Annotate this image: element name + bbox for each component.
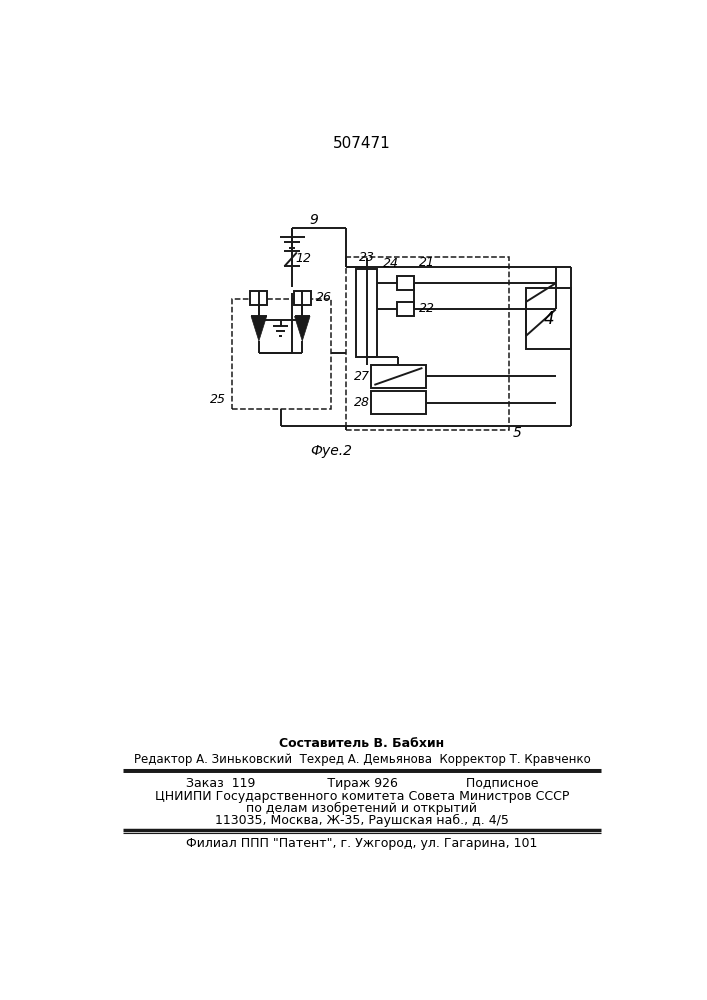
Text: 26: 26	[316, 291, 332, 304]
Bar	[526, 288, 571, 349]
Text: по делам изобретений и открытий: по делам изобретений и открытий	[247, 802, 477, 815]
Text: 22: 22	[419, 302, 435, 315]
Text: 12: 12	[295, 252, 311, 265]
Text: 24: 24	[383, 257, 399, 270]
Text: Филиал ППП "Патент", г. Ужгород, ул. Гагарина, 101: Филиал ППП "Патент", г. Ужгород, ул. Гаг…	[186, 837, 537, 850]
Text: 27: 27	[354, 370, 370, 383]
Polygon shape	[295, 316, 310, 341]
Text: 5: 5	[513, 426, 522, 440]
Bar	[397, 276, 414, 290]
Text: Заказ  119                  Тираж 926                 Подписное: Заказ 119 Тираж 926 Подписное	[186, 777, 538, 790]
Bar	[293, 291, 311, 305]
Text: 9: 9	[310, 213, 318, 227]
Bar	[250, 291, 267, 305]
Text: Редактор А. Зиньковский  Техред А. Демьянова  Корректор Т. Кравченко: Редактор А. Зиньковский Техред А. Демьян…	[134, 753, 590, 766]
Bar	[397, 302, 414, 316]
Text: 25: 25	[209, 393, 226, 406]
Text: 28: 28	[354, 396, 370, 409]
Bar	[356, 269, 378, 357]
Bar	[346, 257, 509, 430]
Text: Фуе.2: Фуе.2	[310, 444, 352, 458]
Text: 21: 21	[419, 256, 436, 269]
Bar	[371, 391, 426, 414]
Bar	[371, 365, 426, 388]
Bar	[232, 299, 331, 409]
Text: 23: 23	[358, 251, 375, 264]
Text: ЦНИИПИ Государственного комитета Совета Министров СССР: ЦНИИПИ Государственного комитета Совета …	[155, 790, 569, 803]
Text: 507471: 507471	[333, 136, 391, 151]
Polygon shape	[251, 316, 267, 341]
Text: 4: 4	[544, 310, 554, 328]
Text: 113035, Москва, Ж-35, Раушская наб., д. 4/5: 113035, Москва, Ж-35, Раушская наб., д. …	[215, 814, 509, 827]
Text: Составитель В. Бабхин: Составитель В. Бабхин	[279, 737, 445, 750]
